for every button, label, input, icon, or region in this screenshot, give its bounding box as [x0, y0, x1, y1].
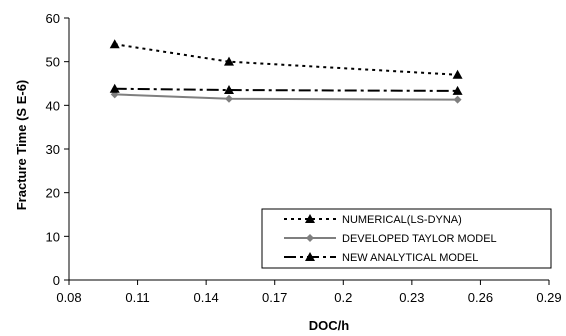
- data-point: [109, 83, 120, 93]
- x-tick-label: 0.11: [125, 290, 149, 305]
- y-ticks: 0 10 20 30 40 50 60: [46, 11, 69, 288]
- y-tick-label: 60: [46, 11, 60, 26]
- legend-label: NEW ANALYTICAL MODEL: [342, 252, 478, 264]
- x-axis-title: DOC/h: [309, 318, 350, 333]
- legend-swatch-marker: [305, 214, 315, 223]
- x-tick-label: 0.08: [56, 290, 81, 305]
- legend-label: DEVELOPED TAYLOR MODEL: [342, 233, 497, 245]
- x-tick-label: 0.14: [193, 290, 218, 305]
- series-line: [114, 93, 458, 101]
- legend-item: NUMERICAL(LS-DYNA): [284, 214, 462, 226]
- y-tick-label: 40: [46, 98, 60, 113]
- x-tick-label: 0.26: [468, 290, 493, 305]
- y-tick-label: 10: [46, 229, 60, 244]
- legend-swatch-marker: [306, 234, 314, 242]
- data-point: [224, 56, 234, 66]
- data-point: [109, 39, 120, 49]
- legend-items: NUMERICAL(LS-DYNA) DEVELOPED TAYLOR MODEL…: [284, 214, 497, 264]
- series-line: [114, 43, 458, 76]
- data-point: [452, 69, 463, 79]
- series-2: [110, 90, 462, 104]
- legend-label: NUMERICAL(LS-DYNA): [342, 214, 462, 226]
- legend-item: DEVELOPED TAYLOR MODEL: [284, 233, 497, 245]
- series-3: [109, 83, 463, 95]
- x-tick-label: 0.23: [399, 290, 424, 305]
- y-tick-label: 20: [46, 186, 60, 201]
- legend-swatch-marker: [305, 252, 315, 261]
- y-tick-label: 30: [46, 142, 60, 157]
- x-tick-label: 0.29: [536, 290, 561, 305]
- legend: NUMERICAL(LS-DYNA) DEVELOPED TAYLOR MODEL…: [261, 208, 552, 269]
- y-tick-label: 0: [53, 273, 60, 288]
- series-layer: [109, 39, 463, 104]
- data-point: [224, 85, 234, 95]
- series-line: [114, 87, 458, 92]
- data-point: [453, 95, 462, 104]
- y-tick-label: 50: [46, 55, 60, 70]
- data-point: [225, 94, 233, 103]
- data-point: [452, 85, 463, 95]
- series-1: [109, 39, 463, 79]
- y-axis-title: Fracture Time (S E-6): [14, 80, 29, 211]
- x-ticks: 0.08 0.11 0.14 0.17 0.2 0.23 0.26 0.29: [56, 280, 562, 305]
- x-tick-label: 0.2: [334, 290, 352, 305]
- legend-item: NEW ANALYTICAL MODEL: [284, 252, 478, 264]
- x-tick-label: 0.17: [262, 290, 287, 305]
